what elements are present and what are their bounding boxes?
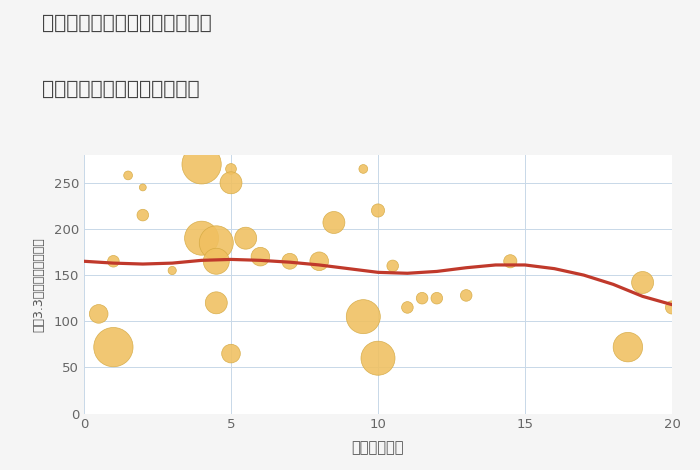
Point [358, 165, 369, 172]
Point [108, 258, 119, 265]
Point [122, 172, 134, 179]
Point [196, 235, 207, 242]
Y-axis label: 坪（3.3㎡）単価（万円）: 坪（3.3㎡）単価（万円） [32, 237, 46, 332]
Point [402, 304, 413, 311]
Point [137, 184, 148, 191]
Point [416, 294, 428, 302]
Point [225, 179, 237, 187]
Point [358, 313, 369, 321]
Point [211, 258, 222, 265]
Point [505, 258, 516, 265]
Point [372, 354, 384, 362]
Point [622, 344, 634, 351]
Point [196, 161, 207, 168]
X-axis label: 駅距離（分）: 駅距離（分） [351, 440, 405, 455]
Point [225, 165, 237, 172]
Point [314, 258, 325, 265]
Point [240, 235, 251, 242]
Point [225, 350, 237, 357]
Point [211, 239, 222, 247]
Point [461, 292, 472, 299]
Point [637, 279, 648, 286]
Point [108, 344, 119, 351]
Point [328, 219, 339, 226]
Point [93, 310, 104, 318]
Point [431, 294, 442, 302]
Point [284, 258, 295, 265]
Text: 愛知県名古屋市中村区靖国町の: 愛知県名古屋市中村区靖国町の [42, 14, 211, 33]
Point [211, 299, 222, 306]
Point [167, 267, 178, 274]
Point [255, 253, 266, 260]
Text: 駅距離別中古マンション価格: 駅距離別中古マンション価格 [42, 80, 199, 99]
Point [137, 212, 148, 219]
Point [372, 207, 384, 214]
Point [387, 262, 398, 270]
Point [666, 304, 678, 311]
